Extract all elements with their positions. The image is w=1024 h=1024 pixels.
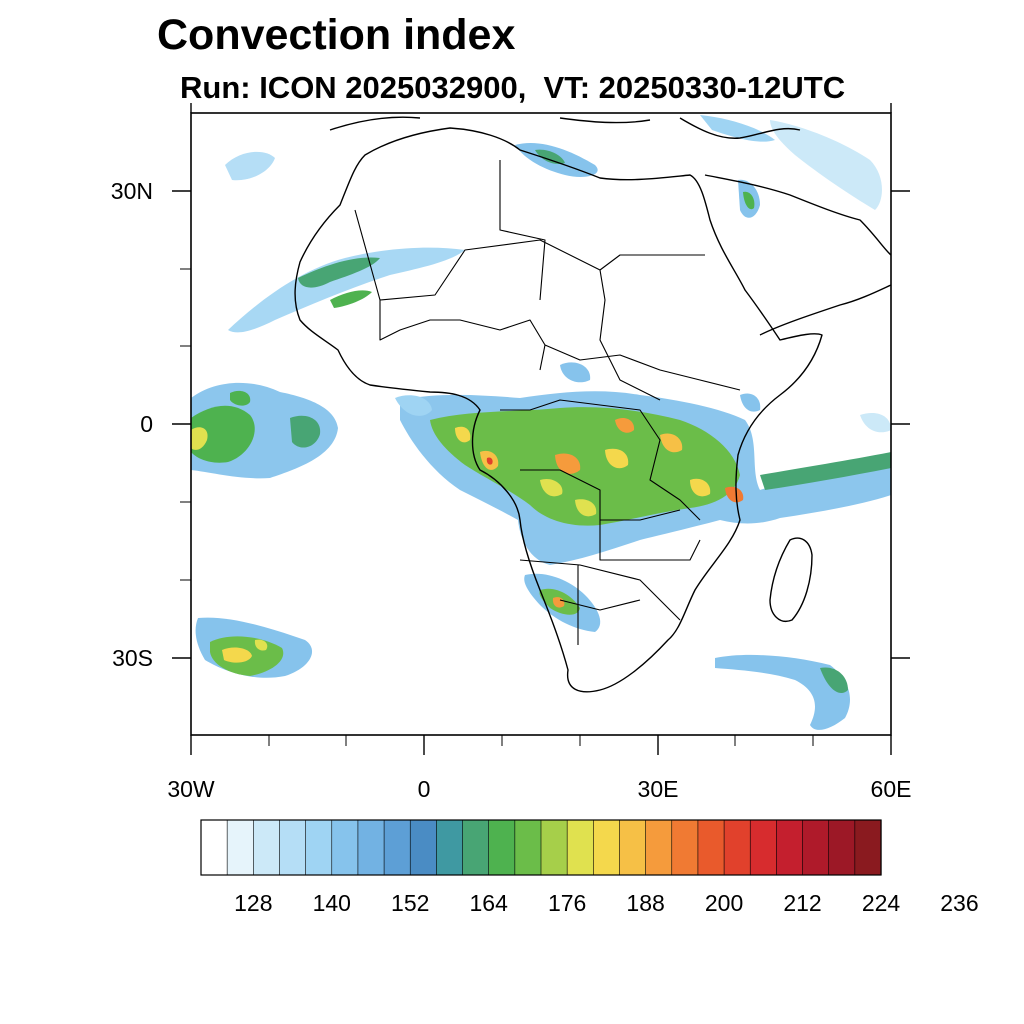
- convection-hotspot-congo: [555, 453, 581, 474]
- convection-patch-west-africa: [395, 395, 432, 416]
- colorbar-swatch: [226, 819, 254, 876]
- convection-band-sahara: [228, 247, 465, 333]
- lon-tick-label-30w: 30W: [167, 776, 215, 802]
- colorbar-swatch: [514, 819, 542, 876]
- lat-tick-label-0: 0: [140, 411, 153, 437]
- coastlines: [294, 116, 891, 693]
- colorbar-swatch: [645, 819, 673, 876]
- colorbar-swatch: [357, 819, 385, 876]
- convection-core-atlantic-equator: [191, 405, 255, 463]
- colorbar-swatch: [409, 819, 437, 876]
- colorbar-label: 188: [626, 890, 664, 916]
- colorbar-label: 212: [783, 890, 821, 916]
- convection-hotspot-angola: [575, 499, 597, 517]
- colorbar-swatch: [566, 819, 594, 876]
- colorbar-label: 164: [470, 890, 509, 916]
- lon-tick-label-0: 0: [418, 776, 431, 802]
- convection-patch-arabian-sea: [860, 412, 891, 433]
- colorbar-label: 200: [705, 890, 743, 916]
- convection-core-arabia: [743, 191, 755, 210]
- colorbar-swatch: [828, 819, 856, 876]
- convection-hotspot-tanzania: [725, 486, 744, 503]
- europe-coastline: [329, 116, 801, 139]
- convection-hotspot-namibia: [552, 597, 565, 608]
- convection-core-sahara: [298, 257, 380, 288]
- convection-patch-sudan: [560, 362, 591, 383]
- colorbar-swatch: [723, 819, 751, 876]
- colorbar-swatch: [776, 819, 804, 876]
- convection-hotspot-tanzania-2: [690, 478, 711, 497]
- convection-core-sahara-2: [330, 290, 372, 308]
- madagascar-coastline: [769, 537, 813, 622]
- colorbar-swatch: [200, 819, 228, 876]
- convection-core-atlantic-equator-4: [230, 390, 251, 406]
- colorbar-swatch: [305, 819, 333, 876]
- africa-coastline: [294, 127, 823, 693]
- colorbar-swatch: [697, 819, 725, 876]
- colorbar-swatch: [854, 819, 882, 876]
- colorbar-swatch: [749, 819, 777, 876]
- lon-tick-label-30e: 30E: [638, 776, 679, 802]
- colorbar-label: 224: [862, 890, 901, 916]
- colorbar-swatch: [671, 819, 699, 876]
- map-subtitle: Run: ICON 2025032900, VT: 20250330-12UTC: [180, 70, 846, 105]
- colorbar-swatch: [383, 819, 411, 876]
- colorbar-swatch: [593, 819, 621, 876]
- axis-minor-ticks: [180, 268, 814, 746]
- colorbar-frame: [200, 819, 882, 876]
- convection-field: [191, 115, 891, 730]
- lon-tick-label-60e: 60E: [871, 776, 912, 802]
- convection-hotspot-cameroon: [455, 426, 471, 443]
- convection-patch-horn: [740, 393, 761, 412]
- convection-hotspot-gabon-2: [486, 457, 493, 465]
- colorbar-swatch: [253, 819, 281, 876]
- convection-band-indian-ocean: [760, 452, 891, 490]
- convection-hotspot-congo-3: [540, 478, 563, 497]
- colorbar-swatch: [540, 819, 568, 876]
- lat-tick-label-30s: 30S: [112, 645, 153, 671]
- axis-ticks: [172, 103, 910, 755]
- colorbar-swatch: [436, 819, 464, 876]
- colorbar-labels: 128 140 152 164 176 188 200 212 224 236: [234, 890, 979, 916]
- convection-core-south-atlantic-3: [254, 639, 268, 651]
- colorbar-swatch: [802, 819, 830, 876]
- convection-patch-atlantic-north: [225, 151, 275, 181]
- convection-core-south-atlantic-2: [222, 647, 252, 663]
- convection-patch-iran: [770, 120, 882, 210]
- map-title: Convection index: [157, 11, 516, 59]
- colorbar-swatch: [462, 819, 490, 876]
- lat-tick-label-30n: 30N: [111, 178, 153, 204]
- colorbar-label: 236: [940, 890, 978, 916]
- colorbar-label: 176: [548, 890, 586, 916]
- convection-core-south-indian: [820, 667, 848, 694]
- colorbar-label: 140: [313, 890, 351, 916]
- colorbar-swatch: [619, 819, 647, 876]
- convection-hotspot-lakes: [660, 433, 683, 453]
- colorbar-label: 128: [234, 890, 272, 916]
- convection-patch-south-indian: [715, 654, 850, 730]
- convection-hotspot-congo-2: [605, 448, 629, 469]
- convection-core-atlantic-equator-3: [290, 415, 321, 448]
- arabia-coastline: [704, 174, 891, 336]
- convection-core-north-africa: [535, 149, 565, 164]
- country-borders: [354, 160, 741, 645]
- colorbar-swatch: [279, 819, 307, 876]
- colorbar-swatch: [331, 819, 359, 876]
- colorbar-label: 152: [391, 890, 429, 916]
- convection-core-atlantic-equator-2: [191, 427, 208, 450]
- convection-hotspot-drc-east: [615, 418, 635, 433]
- colorbar: [200, 819, 882, 876]
- colorbar-swatch: [488, 819, 516, 876]
